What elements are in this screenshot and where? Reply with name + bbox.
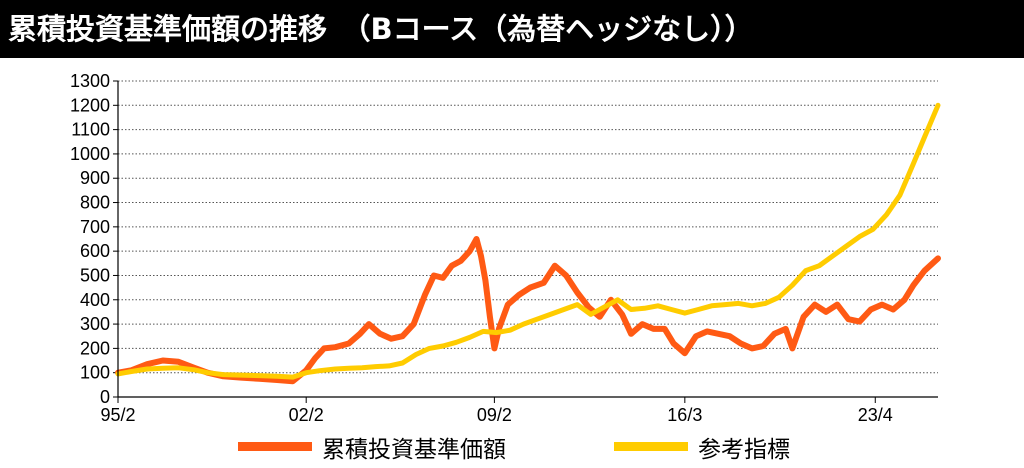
line-chart: 0 100 200 300 400 500 600 700 800 900 1000 1100 1200…	[70, 71, 941, 425]
y-tick-label: 200	[80, 338, 110, 358]
x-tick-label: 02/2	[289, 405, 324, 425]
y-tick-label: 600	[80, 241, 110, 261]
series-group	[115, 102, 941, 385]
y-tick-label: 1100	[71, 120, 110, 140]
legend-label-benchmark: 参考指標	[698, 436, 790, 463]
x-tick-label: 95/2	[100, 405, 135, 425]
axes	[117, 81, 938, 398]
y-tick-label: 1300	[70, 71, 110, 91]
y-axis-ticks: 0 100 200 300 400 500 600 700 800 900 1000 1100 1200…	[70, 71, 118, 407]
y-tick-label: 500	[80, 265, 110, 285]
y-tick-label: 300	[80, 314, 110, 334]
y-tick-label: 400	[80, 290, 110, 310]
y-tick-label: 1200	[70, 95, 110, 115]
series-line-fund	[115, 236, 941, 385]
legend-item-benchmark: 参考指標	[614, 425, 790, 468]
page-title: 累積投資基準価額の推移 （Bコース（為替ヘッジなし））	[0, 0, 1024, 58]
legend: 累積投資基準価額 参考指標	[0, 425, 1024, 468]
legend-item-fund: 累積投資基準価額	[238, 425, 506, 468]
legend-swatch-fund	[238, 442, 312, 451]
series-line-benchmark	[115, 102, 941, 380]
grid-lines	[118, 80, 938, 374]
y-tick-label: 100	[80, 363, 110, 383]
x-tick-label: 23/4	[858, 405, 893, 425]
y-tick-label: 800	[80, 193, 110, 213]
legend-swatch-benchmark	[614, 442, 688, 451]
y-tick-label: 0	[100, 387, 110, 407]
legend-label-fund: 累積投資基準価額	[322, 436, 506, 463]
y-tick-label: 900	[80, 168, 110, 188]
x-tick-label: 09/2	[477, 405, 512, 425]
x-axis-ticks: 95/2 02/2 09/2 16/3 23/4	[100, 397, 893, 425]
y-tick-label: 700	[80, 217, 110, 237]
x-tick-label: 16/3	[667, 405, 702, 425]
y-tick-label: 1000	[70, 144, 110, 164]
